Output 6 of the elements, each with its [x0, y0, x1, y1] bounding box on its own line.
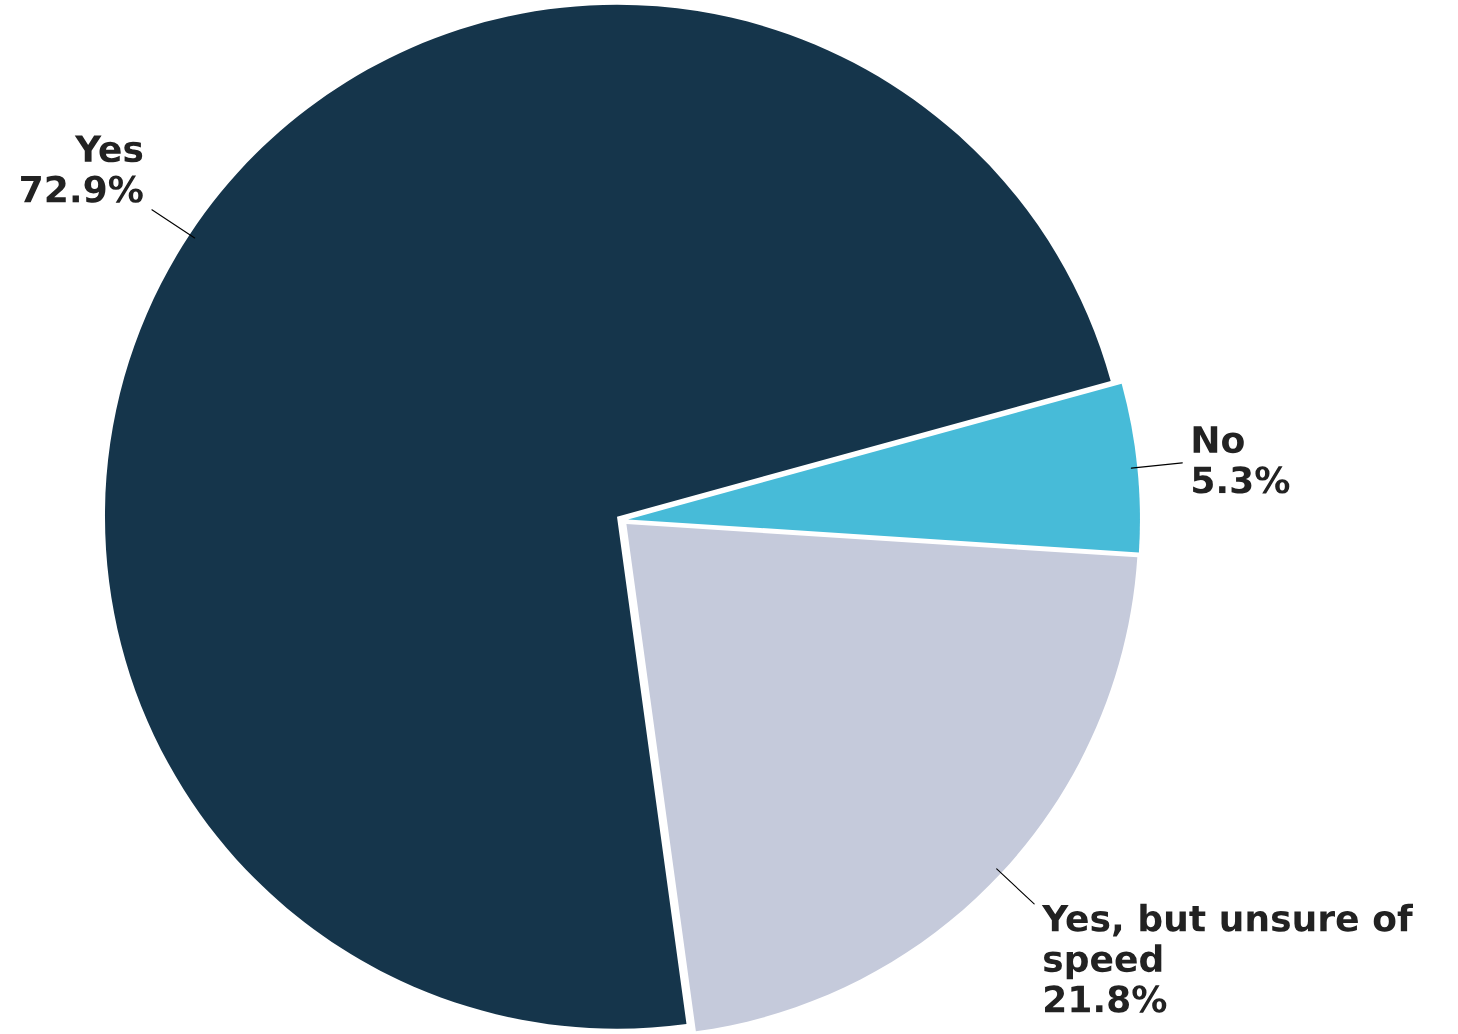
slice-label: Yes, but unsure of speed	[1041, 903, 1414, 980]
slice-label: Yes	[74, 135, 143, 163]
data-label: 5.3%	[1193, 466, 1290, 494]
slice-label: No	[1193, 426, 1244, 454]
data-label: 21.8%	[1045, 985, 1167, 1013]
data-label: 72.9%	[21, 175, 143, 203]
